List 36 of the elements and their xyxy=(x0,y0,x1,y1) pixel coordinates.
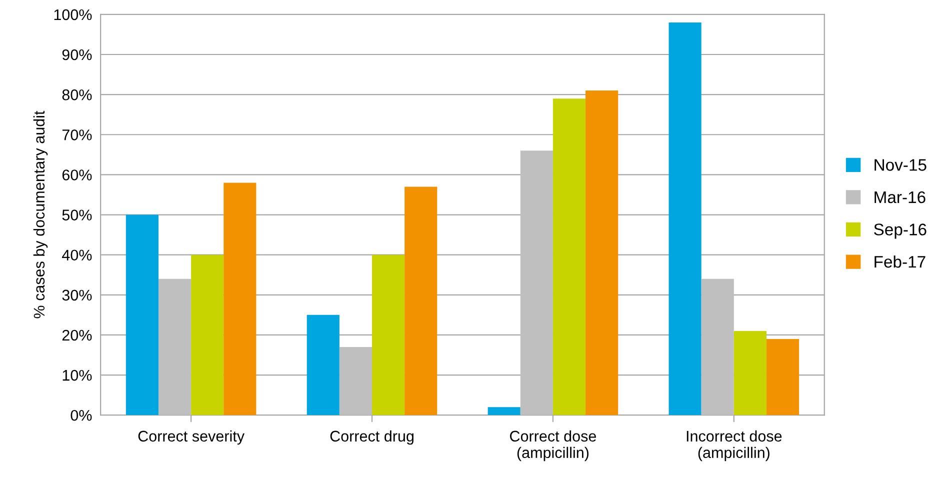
y-tick-label: 20% xyxy=(62,330,92,341)
x-tick-label: Correct severity xyxy=(138,430,245,445)
y-tick-label: 90% xyxy=(62,49,92,60)
bar xyxy=(520,150,553,416)
legend-label: Feb-17 xyxy=(874,255,926,268)
bar xyxy=(404,186,438,416)
bar xyxy=(668,22,702,416)
bar xyxy=(488,407,520,416)
bar xyxy=(224,182,256,416)
bar xyxy=(372,254,405,416)
y-axis-title: % cases by documentary audit xyxy=(33,110,48,318)
bar xyxy=(191,254,224,416)
bar xyxy=(306,314,340,416)
bar xyxy=(158,278,192,416)
y-tick-label: 40% xyxy=(62,250,92,261)
x-tick-label: Incorrect dose (ampicillin) xyxy=(686,430,782,462)
x-tick-label: Correct drug xyxy=(330,430,414,445)
y-tick-label: 0% xyxy=(70,410,92,421)
legend-label: Mar-16 xyxy=(874,191,926,204)
bar xyxy=(701,278,734,416)
bar xyxy=(552,98,586,416)
y-tick-label: 30% xyxy=(62,290,92,301)
x-tick-label: Correct dose (ampicillin) xyxy=(510,430,596,462)
y-tick-label: 60% xyxy=(62,170,92,180)
bar xyxy=(126,214,158,416)
y-tick-label: 70% xyxy=(62,130,92,140)
y-tick-label: 100% xyxy=(54,9,92,20)
bar xyxy=(586,90,618,416)
y-tick-label: 80% xyxy=(62,89,92,100)
legend-label: Sep-16 xyxy=(874,224,926,239)
y-tick-label: 50% xyxy=(62,210,92,220)
bar xyxy=(766,338,800,416)
y-tick-label: 10% xyxy=(62,370,92,381)
bar xyxy=(734,330,766,416)
bar xyxy=(339,346,372,416)
legend-label: Nov-15 xyxy=(874,159,926,171)
